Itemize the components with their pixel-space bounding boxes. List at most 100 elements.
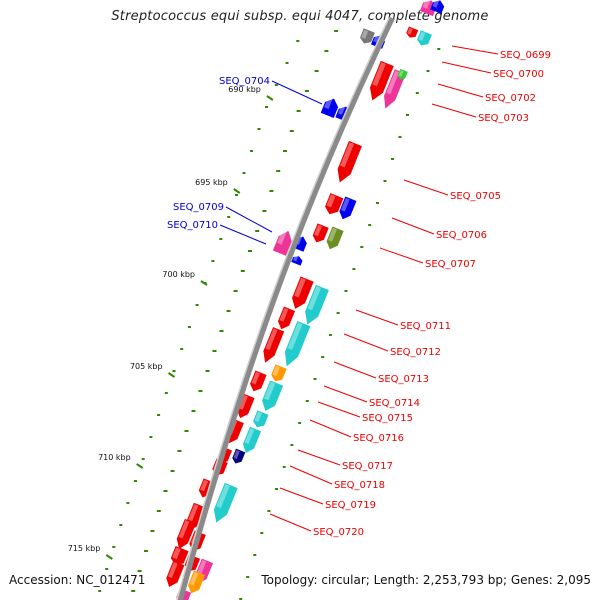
gene-feature	[417, 30, 432, 46]
scale-label: 700 kbp	[162, 270, 195, 279]
tick-dot-inner	[298, 422, 302, 424]
gene-shine	[293, 255, 299, 262]
reverse-gene-label: SEQ_0707	[425, 259, 476, 270]
gene-feature	[360, 28, 375, 44]
tick-dot-mid	[177, 450, 182, 452]
gene-arrow	[284, 321, 311, 367]
gene-feature	[397, 68, 408, 80]
tick-dot-outer	[105, 568, 109, 570]
gene-arrow	[292, 276, 314, 309]
gene-shine	[338, 105, 346, 115]
scale-label: 710 kbp	[98, 453, 131, 462]
tick-dot-inner	[260, 532, 264, 534]
gene-shine	[328, 227, 337, 242]
leader-line	[431, 103, 477, 118]
gene-arrow	[166, 560, 185, 588]
tick-dot-outer	[285, 62, 289, 64]
gene-shine	[407, 27, 413, 35]
gene-feature	[292, 276, 314, 309]
gene-shine	[168, 562, 178, 579]
leader-line	[323, 385, 368, 403]
gene-arrow	[277, 306, 296, 330]
gene-feature	[166, 560, 185, 588]
gene-shine	[373, 34, 380, 43]
gene-feature	[213, 482, 238, 523]
tick-dot-mid	[150, 530, 155, 532]
tick-dot-mid	[314, 70, 319, 72]
tick-dot-mid	[324, 50, 329, 52]
gene-shine	[200, 479, 209, 492]
gene-shine	[340, 197, 350, 212]
leader-line	[451, 45, 499, 55]
tick-dot-inner	[437, 48, 441, 50]
tick-dot-outer	[180, 348, 184, 350]
gene-shine	[216, 484, 230, 509]
forward-gene-label: SEQ_0704	[219, 76, 270, 87]
gene-arrow	[291, 256, 303, 266]
gene-feature	[188, 570, 206, 594]
tick-dot-outer	[257, 128, 261, 130]
tick-dot-mid	[248, 250, 252, 252]
tick-dot-inner	[426, 70, 430, 72]
gene-shine	[189, 571, 199, 586]
gene-arrow	[369, 60, 394, 101]
gene-feature	[339, 196, 357, 220]
tick-dot-outer	[157, 414, 161, 416]
tick-dot-inner	[415, 92, 419, 94]
gene-feature	[325, 193, 344, 215]
tick-dot-mid	[191, 410, 196, 412]
gene-arrow	[272, 230, 292, 256]
gene-arrow	[305, 284, 329, 325]
gene-shine	[197, 559, 207, 575]
gene-feature	[263, 327, 285, 363]
gene-arrow	[312, 223, 329, 243]
reverse-gene-label: SEQ_0700	[493, 69, 544, 80]
gene-feature	[277, 306, 296, 330]
tick-dot-outer	[195, 304, 199, 306]
gene-shine	[178, 520, 190, 539]
tick-dot-inner	[313, 378, 317, 380]
tick-dot-mid	[198, 390, 203, 392]
gene-shine	[188, 504, 199, 522]
tick-dot-outer	[141, 458, 145, 460]
leader-line	[317, 401, 361, 418]
gene-feature	[291, 255, 303, 266]
leader-line	[403, 179, 449, 196]
major-tick	[136, 463, 144, 469]
leader-line	[279, 487, 324, 505]
tick-dot-mid	[334, 30, 339, 32]
scale-label: 705 kbp	[130, 362, 163, 371]
leader-line	[225, 206, 273, 233]
gene-arrow	[242, 426, 262, 454]
gene-shine	[238, 394, 248, 410]
tick-dot-mid	[262, 210, 267, 212]
gene-feature	[326, 226, 344, 250]
tick-dot-outer	[119, 524, 123, 526]
reverse-gene-label: SEQ_0720	[313, 527, 364, 538]
tick-dot-outer	[134, 480, 137, 482]
tick-dot-mid	[283, 150, 287, 152]
forward-gene-label: SEQ_0709	[173, 202, 224, 213]
gene-feature	[369, 60, 394, 101]
gene-feature	[430, 0, 445, 14]
gene-arrow	[417, 30, 432, 46]
gene-arrow	[337, 140, 362, 183]
leader-line	[343, 333, 389, 352]
tick-dot-mid	[156, 510, 161, 512]
gene-shine	[279, 307, 289, 322]
reverse-gene-label: SEQ_0706	[436, 230, 487, 241]
gene-feature	[312, 223, 329, 243]
tick-dot-inner	[290, 444, 294, 446]
tick-dot-inner	[275, 488, 278, 490]
tick-dot-outer	[126, 502, 130, 504]
tick-dot-outer	[227, 216, 231, 218]
major-tick	[167, 372, 176, 378]
gene-shine	[254, 411, 262, 423]
gene-shine	[287, 322, 303, 350]
tick-dot-mid	[233, 290, 238, 292]
gene-shine	[272, 365, 280, 377]
reverse-gene-label: SEQ_0714	[369, 398, 420, 409]
scale-label: 690 kbp	[228, 85, 261, 94]
reverse-gene-label: SEQ_0716	[353, 433, 404, 444]
